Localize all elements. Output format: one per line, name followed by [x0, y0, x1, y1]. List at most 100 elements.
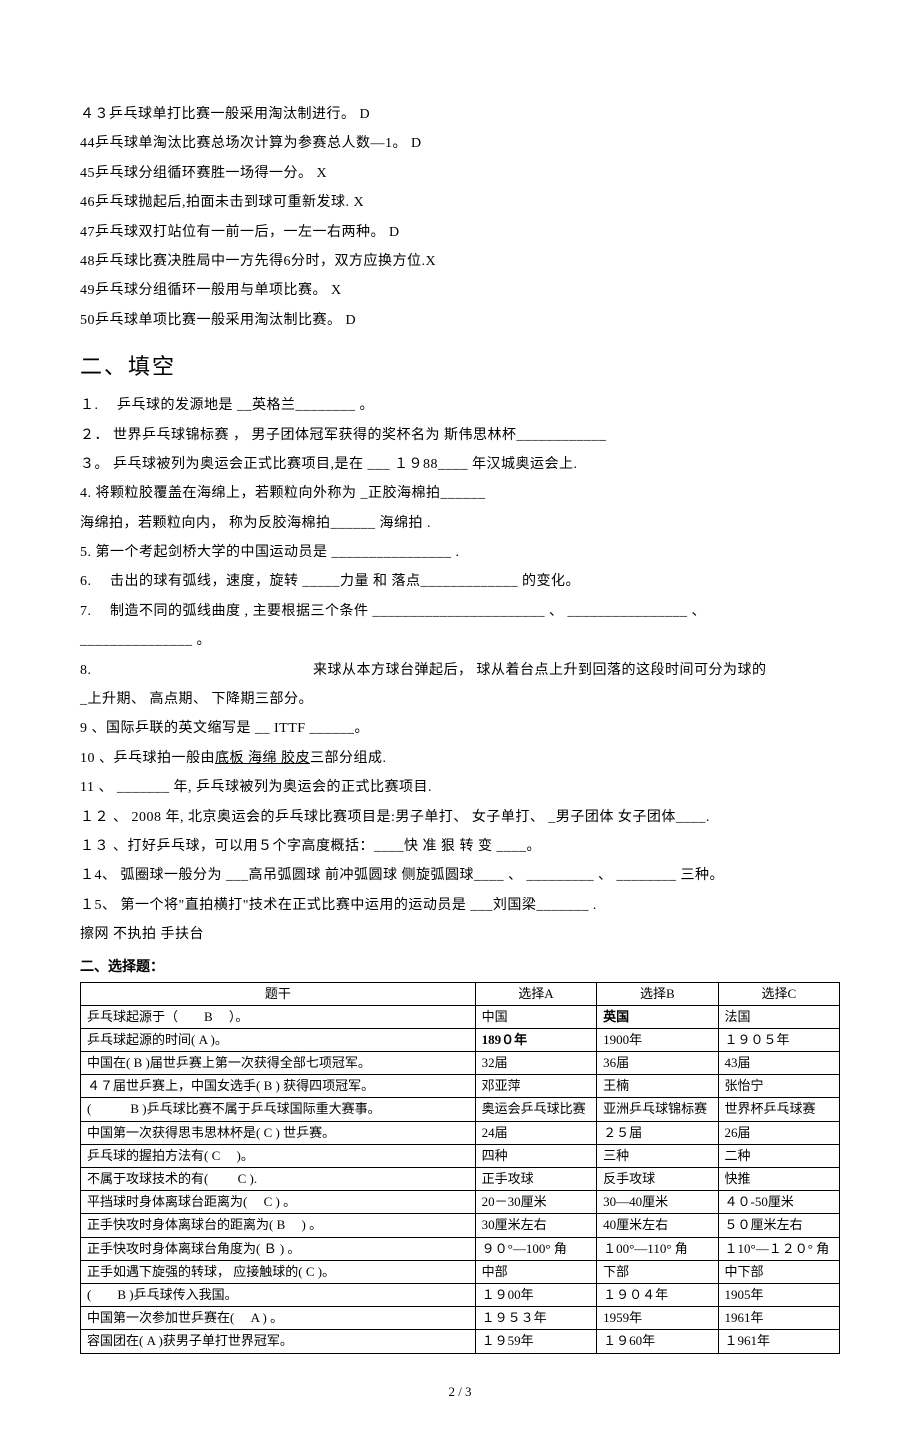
judgement-line: ４３乒乓球单打比赛一般采用淘汰制进行。 D: [80, 100, 840, 129]
judgement-line: 45乒乓球分组循环赛胜一场得一分。 X: [80, 159, 840, 188]
table-row: ( B )乒乓球传入我国。１９00年１９０４年1905年: [81, 1283, 840, 1306]
fill-line: 9 、国际乒联的英文缩写是 __ ITTF ______。: [80, 714, 840, 743]
table-cell: 中国第一次获得思韦思林杯是( C ) 世乒赛。: [81, 1121, 476, 1144]
table-cell: 189０年: [475, 1028, 596, 1051]
table-cell: 40厘米左右: [597, 1214, 718, 1237]
table-cell: 四种: [475, 1144, 596, 1167]
table-cell: 正手快攻时身体离球台角度为( Ｂ ) 。: [81, 1237, 476, 1260]
table-cell: 英国: [597, 1005, 718, 1028]
table-cell: 平挡球时身体离球台距离为( C ) 。: [81, 1191, 476, 1214]
table-cell: ９０°—100° 角: [475, 1237, 596, 1260]
table-cell: 正手攻球: [475, 1168, 596, 1191]
choice-title: 二、选择题：: [80, 956, 840, 976]
table-cell: 20－30厘米: [475, 1191, 596, 1214]
table-cell: 奥运会乒乓球比赛: [475, 1098, 596, 1121]
fill-line: １２ 、 2008 年, 北京奥运会的乒乓球比赛项目是:男子单打、 女子单打、 …: [80, 803, 840, 832]
table-cell: 26届: [718, 1121, 839, 1144]
table-cell: 乒乓球起源于（ B ）。: [81, 1005, 476, 1028]
table-cell: 邓亚萍: [475, 1075, 596, 1098]
table-cell: 乒乓球起源的时间( A )。: [81, 1028, 476, 1051]
judgement-line: 47乒乓球双打站位有一前一后，一左一右两种。 D: [80, 218, 840, 247]
table-cell: １９０４年: [597, 1283, 718, 1306]
fill-line: ３。 乒乓球被列为奥运会正式比赛项目,是在 ___ １９88____ 年汉城奥运…: [80, 450, 840, 479]
table-cell: 快推: [718, 1168, 839, 1191]
table-cell: ２５届: [597, 1121, 718, 1144]
table-cell: １９０５年: [718, 1028, 839, 1051]
fill-section-title: 二、填空: [80, 349, 840, 381]
table-row: 容国团在( A )获男子单打世界冠军。１９59年１９60年１961年: [81, 1330, 840, 1353]
table-cell: 30厘米左右: [475, 1214, 596, 1237]
table-cell: 1900年: [597, 1028, 718, 1051]
table-cell: 中国: [475, 1005, 596, 1028]
table-cell: 乒乓球的握拍方法有( C )。: [81, 1144, 476, 1167]
table-cell: 中部: [475, 1260, 596, 1283]
table-cell: ４０-50厘米: [718, 1191, 839, 1214]
table-cell: 反手攻球: [597, 1168, 718, 1191]
table-row: 正手快攻时身体离球台角度为( Ｂ ) 。９０°—100° 角１00°—110° …: [81, 1237, 840, 1260]
table-cell: 中国在( B )届世乒赛上第一次获得全部七项冠军。: [81, 1052, 476, 1075]
table-cell: ( B )乒乓球比赛不属于乒乓球国际重大赛事。: [81, 1098, 476, 1121]
table-cell: １00°—110° 角: [597, 1237, 718, 1260]
table-cell: 30—40厘米: [597, 1191, 718, 1214]
table-row: 乒乓球起源于（ B ）。中国英国法国: [81, 1005, 840, 1028]
table-row: ( B )乒乓球比赛不属于乒乓球国际重大赛事。奥运会乒乓球比赛亚洲乒乓球锦标赛世…: [81, 1098, 840, 1121]
table-cell: 36届: [597, 1052, 718, 1075]
judgement-line: 48乒乓球比赛决胜局中一方先得6分时，双方应换方位.X: [80, 247, 840, 276]
table-row: 平挡球时身体离球台距离为( C ) 。20－30厘米30—40厘米４０-50厘米: [81, 1191, 840, 1214]
fill-line: １5、 第一个将"直拍横打"技术在正式比赛中运用的运动员是 ___刘国梁____…: [80, 891, 840, 920]
fill-line: １4、 弧圈球一般分为 ___高吊弧圆球 前冲弧圆球 侧旋弧圆球____ 、 _…: [80, 861, 840, 890]
table-row: 中国在( B )届世乒赛上第一次获得全部七项冠军。32届36届43届: [81, 1052, 840, 1075]
fill-line: 8. 来球从本方球台弹起后， 球从着台点上升到回落的这段时间可分为球的: [80, 656, 840, 685]
table-cell: 中国第一次参加世乒赛在( A ) 。: [81, 1307, 476, 1330]
fill-line: 6. 击出的球有弧线，速度，旋转 _____力量 和 落点___________…: [80, 567, 840, 596]
table-cell: 1961年: [718, 1307, 839, 1330]
fill-line: 擦网 不执拍 手扶台: [80, 920, 840, 949]
fill-line: 10 、乒乓球拍一般由底板 海绵 胶皮三部分组成.: [80, 744, 840, 773]
table-row: 乒乓球的握拍方法有( C )。四种三种二种: [81, 1144, 840, 1167]
fill-line: _上升期、 高点期、 下降期三部分。: [80, 685, 840, 714]
judgement-line: 49乒乓球分组循环一般用与单项比赛。 X: [80, 276, 840, 305]
table-row: 正手如遇下旋强的转球， 应接触球的( C )。中部下部中下部: [81, 1260, 840, 1283]
table-row: 不属于攻球技术的有( C ).正手攻球反手攻球快推: [81, 1168, 840, 1191]
table-row: 正手快攻时身体离球台的距离为( B ) 。30厘米左右40厘米左右５０厘米左右: [81, 1214, 840, 1237]
table-cell: 1959年: [597, 1307, 718, 1330]
table-cell: 容国团在( A )获男子单打世界冠军。: [81, 1330, 476, 1353]
fill-block: １. 乒乓球的发源地是 __英格兰________ 。２． 世界乒乓球锦标赛 ，…: [80, 391, 840, 949]
table-cell: ４７届世乒赛上，中国女选手( B ) 获得四项冠军。: [81, 1075, 476, 1098]
fill-line: _______________ 。: [80, 626, 840, 655]
col-header-q: 题干: [81, 982, 476, 1005]
fill-line: 海绵拍，若颗粒向内， 称为反胶海棉拍______ 海绵拍 .: [80, 509, 840, 538]
fill-line: 11 、 _______ 年, 乒乓球被列为奥运会的正式比赛项目.: [80, 773, 840, 802]
table-cell: 三种: [597, 1144, 718, 1167]
table-cell: １９59年: [475, 1330, 596, 1353]
fill-line: １. 乒乓球的发源地是 __英格兰________ 。: [80, 391, 840, 420]
table-cell: 中下部: [718, 1260, 839, 1283]
table-cell: 下部: [597, 1260, 718, 1283]
table-row: ４７届世乒赛上，中国女选手( B ) 获得四项冠军。邓亚萍王楠张怡宁: [81, 1075, 840, 1098]
table-cell: ５０厘米左右: [718, 1214, 839, 1237]
table-row: 中国第一次参加世乒赛在( A ) 。１９５３年1959年1961年: [81, 1307, 840, 1330]
table-cell: 世界杯乒乓球赛: [718, 1098, 839, 1121]
table-cell: １961年: [718, 1330, 839, 1353]
fill-line: 4. 将颗粒胶覆盖在海绵上，若颗粒向外称为 _正胶海棉拍______: [80, 479, 840, 508]
table-cell: 1905年: [718, 1283, 839, 1306]
table-row: 乒乓球起源的时间( A )。189０年1900年１９０５年: [81, 1028, 840, 1051]
table-cell: １10°—１２０° 角: [718, 1237, 839, 1260]
table-cell: 正手如遇下旋强的转球， 应接触球的( C )。: [81, 1260, 476, 1283]
col-header-c: 选择C: [718, 982, 839, 1005]
col-header-b: 选择B: [597, 982, 718, 1005]
table-cell: １９60年: [597, 1330, 718, 1353]
choice-table: 题干 选择A 选择B 选择C 乒乓球起源于（ B ）。中国英国法国乒乓球起源的时…: [80, 982, 840, 1354]
table-cell: １９00年: [475, 1283, 596, 1306]
table-cell: 亚洲乒乓球锦标赛: [597, 1098, 718, 1121]
table-cell: １９５３年: [475, 1307, 596, 1330]
page-number: 2 / 3: [80, 1384, 840, 1400]
fill-line: 7. 制造不同的弧线曲度 , 主要根据三个条件 ________________…: [80, 597, 840, 626]
fill-line: ２． 世界乒乓球锦标赛 ， 男子团体冠军获得的奖杯名为 斯伟思林杯_______…: [80, 421, 840, 450]
table-row: 中国第一次获得思韦思林杯是( C ) 世乒赛。24届２５届26届: [81, 1121, 840, 1144]
table-cell: 24届: [475, 1121, 596, 1144]
col-header-a: 选择A: [475, 982, 596, 1005]
judgement-line: 44乒乓球单淘汰比赛总场次计算为参赛总人数—1。 D: [80, 129, 840, 158]
judgement-block: ４３乒乓球单打比赛一般采用淘汰制进行。 D44乒乓球单淘汰比赛总场次计算为参赛总…: [80, 100, 840, 335]
table-cell: 正手快攻时身体离球台的距离为( B ) 。: [81, 1214, 476, 1237]
